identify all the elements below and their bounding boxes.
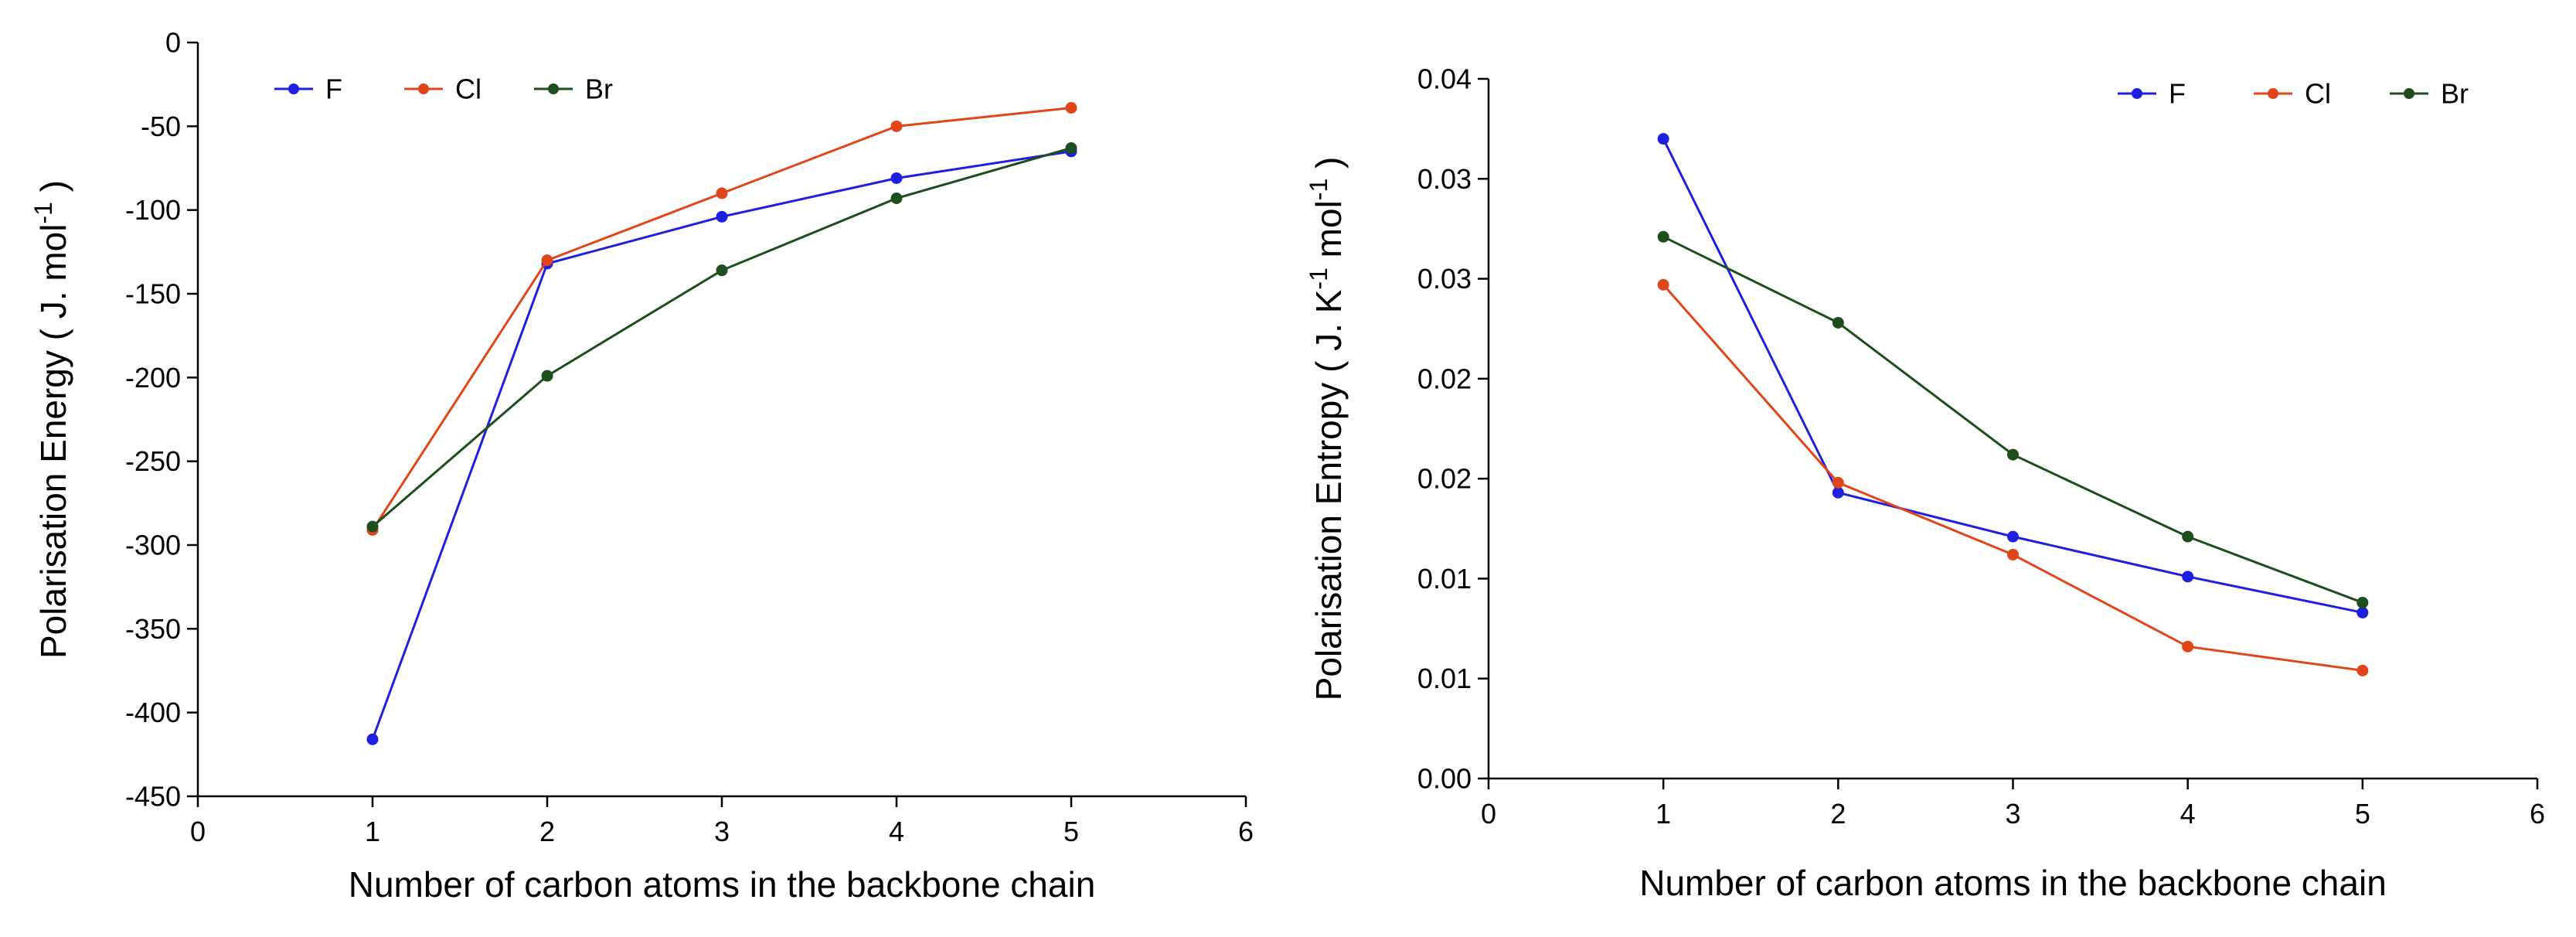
data-point-f (716, 210, 728, 223)
y-tick-label: 0 (165, 27, 181, 59)
y-tick-label: -150 (125, 278, 181, 310)
data-point-f (890, 172, 903, 184)
data-point-cl (1065, 102, 1077, 114)
data-point-br (541, 370, 553, 382)
x-tick-label: 5 (1063, 816, 1079, 847)
y-tick-label: 0.04 (1417, 63, 1472, 95)
energy-chart: 0 -50 -100 -150 -200 -250 -300 -350 -400 -450 0 1 2 3… (29, 27, 1254, 905)
legend-label-f: F (2169, 78, 2186, 110)
legend-label-br: Br (2441, 78, 2469, 110)
legend-marker-br (548, 83, 559, 94)
series-line-cl (1662, 284, 2363, 672)
y-tick-label: 0.02 (1417, 463, 1472, 495)
entropy-chart: 0.00 0.01 0.01 0.02 0.02 0.03 0.03 0.04 0 1 2 3 4 5 6 N… (1305, 63, 2545, 904)
y-axis-title: Polarisation Energy ( J. mol-1 ) (29, 180, 73, 659)
data-point-cl (1657, 278, 1669, 291)
x-tick-label: 3 (714, 816, 730, 847)
y-axis-title-text: ) (1308, 157, 1349, 179)
x-tick-label: 4 (2180, 798, 2196, 830)
data-point-f (1657, 133, 1669, 145)
x-tick-label: 0 (190, 816, 206, 847)
y-tick-label: -450 (125, 781, 181, 813)
y-axis-title-superscript: -1 (29, 202, 57, 223)
y-tick-label: -350 (125, 613, 181, 645)
y-tick-label: -300 (125, 530, 181, 561)
series-line-cl (371, 107, 1072, 531)
data-point-cl (716, 187, 728, 199)
data-point-br (2357, 596, 2369, 608)
data-point-f (1832, 486, 1844, 499)
series-line-br (1662, 235, 2363, 604)
data-point-br (2182, 530, 2194, 543)
y-tick-label: 0.01 (1417, 563, 1472, 595)
data-point-br (1657, 230, 1669, 243)
y-axis-title-superscript: -1 (1305, 179, 1332, 200)
series-line-br (372, 147, 1072, 528)
data-point-br (2007, 448, 2019, 461)
legend-marker-cl (2268, 88, 2278, 99)
data-point-cl (541, 254, 553, 267)
legend-label-br: Br (585, 73, 613, 105)
x-axis-title: Number of carbon atoms in the backbone c… (349, 864, 1096, 905)
y-tick-label: 0.03 (1417, 163, 1472, 195)
legend-marker-br (2404, 88, 2414, 99)
y-tick-label: 0.00 (1417, 763, 1472, 795)
x-tick-label: 5 (2355, 798, 2370, 830)
legend-label-cl: Cl (455, 73, 482, 105)
series-line-f (371, 150, 1072, 740)
x-tick-label: 0 (1481, 798, 1496, 830)
data-point-br (716, 264, 728, 277)
legend-marker-f (288, 83, 299, 94)
y-axis-title-superscript: -1 (1305, 267, 1332, 289)
x-tick-label: 2 (1830, 798, 1846, 830)
x-tick-label: 6 (1238, 816, 1254, 847)
x-axis-title: Number of carbon atoms in the backbone c… (1639, 863, 2387, 903)
legend-marker-f (2132, 88, 2142, 99)
data-point-cl (1832, 476, 1844, 489)
legend-marker-cl (418, 83, 429, 94)
x-tick-label: 4 (889, 816, 904, 847)
data-point-br (366, 520, 379, 533)
x-tick-label: 2 (539, 816, 555, 847)
x-tick-label: 6 (2530, 798, 2545, 830)
y-tick-label: -200 (125, 362, 181, 394)
x-tick-label: 1 (1656, 798, 1671, 830)
y-tick-label: -100 (125, 194, 181, 226)
y-axis-title-text: Polarisation Energy ( J. mol (33, 224, 73, 659)
data-point-br (1065, 142, 1077, 154)
data-point-br (1832, 316, 1844, 329)
data-point-cl (2357, 664, 2369, 676)
y-tick-label: -50 (141, 111, 181, 142)
data-point-br (890, 193, 903, 204)
data-point-f (366, 733, 379, 745)
y-tick-label: -250 (125, 445, 181, 477)
y-axis-title-text: mol (1308, 200, 1349, 267)
y-tick-label: 0.02 (1417, 363, 1472, 394)
y-tick-label: 0.03 (1417, 263, 1472, 295)
data-point-f (2007, 530, 2019, 543)
y-tick-label: 0.01 (1417, 663, 1472, 694)
y-axis-title-text: ) (33, 180, 73, 202)
y-axis-title-text: Polarisation Entropy ( J. K (1308, 289, 1349, 700)
x-tick-label: 3 (2005, 798, 2020, 830)
legend-label-cl: Cl (2305, 78, 2331, 110)
data-point-f (2357, 606, 2369, 618)
y-axis-title: Polarisation Entropy ( J. K-1 mol-1 ) (1305, 157, 1349, 701)
data-point-cl (2007, 548, 2019, 560)
y-tick-label: -400 (125, 697, 181, 728)
data-point-cl (2182, 640, 2194, 652)
legend-label-f: F (325, 73, 342, 105)
data-point-f (2182, 571, 2194, 583)
x-tick-label: 1 (365, 816, 380, 847)
data-point-cl (890, 120, 903, 132)
